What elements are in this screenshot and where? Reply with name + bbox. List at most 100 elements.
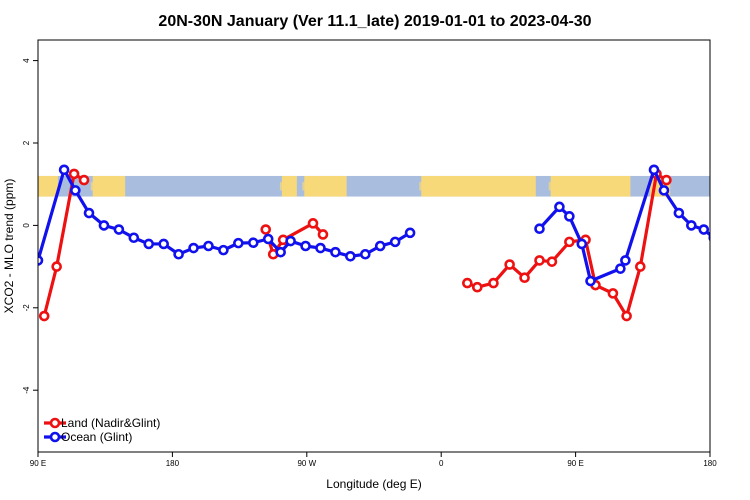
map-band-land (281, 175, 297, 197)
data-point (661, 174, 672, 186)
y-tick-label: -2 (22, 304, 31, 312)
data-point (233, 237, 244, 249)
data-point (275, 246, 286, 258)
data-point (188, 242, 199, 254)
data-point (673, 207, 685, 219)
data-point (648, 164, 660, 176)
data-point (70, 185, 81, 196)
data-point (534, 223, 545, 234)
data-point (554, 201, 565, 213)
data-point (98, 220, 110, 231)
x-tick-label: 90 E (30, 459, 46, 468)
data-point (389, 236, 401, 248)
x-axis-label: Longitude (deg E) (326, 477, 421, 491)
data-point (262, 233, 274, 245)
data-point (488, 277, 499, 289)
data-point (307, 218, 319, 229)
data-point (143, 238, 155, 250)
series-line (42, 172, 85, 317)
data-point (345, 250, 356, 262)
data-point (158, 238, 169, 250)
x-tick-label: 0 (439, 459, 444, 468)
legend-label: Ocean (Glint) (61, 430, 132, 444)
x-tick-label: 180 (166, 459, 180, 468)
data-point (78, 174, 90, 186)
data-point (585, 275, 596, 287)
data-point (38, 255, 44, 266)
data-point (698, 224, 710, 235)
data-point (471, 281, 483, 293)
y-tick-label: -4 (22, 386, 31, 394)
map-band-coast (302, 182, 307, 191)
y-tick-label: 0 (22, 223, 31, 228)
chart-title: 20N-30N January (Ver 11.1_late) 2019-01-… (158, 13, 591, 30)
map-band-coast (38, 182, 40, 191)
data-point (315, 242, 326, 254)
x-tick-label: 90 W (297, 459, 316, 468)
map-band-land (38, 175, 58, 197)
legend-item: Ocean (Glint) (44, 430, 132, 444)
map-band-land (92, 175, 126, 197)
data-point (260, 224, 272, 235)
legend-swatch-marker (49, 417, 61, 429)
data-point (504, 259, 515, 270)
data-point (404, 227, 416, 239)
data-point (534, 255, 545, 266)
map-band-land (550, 175, 631, 197)
data-point (173, 248, 184, 260)
data-point (330, 246, 341, 258)
legend-swatch-marker (49, 431, 61, 443)
data-point (113, 224, 125, 235)
data-point (736, 240, 744, 248)
data-point (564, 211, 575, 222)
map-band-ocean (38, 175, 710, 197)
data-point (708, 233, 710, 242)
data-point (300, 240, 311, 252)
y-axis: -4 -2 0 2 4 (22, 58, 38, 394)
data-point (359, 248, 371, 260)
data-point (564, 236, 575, 248)
map-band-land (304, 175, 347, 197)
legend: Land (Nadir&Glint)Ocean (Glint) (44, 416, 160, 444)
data-point (686, 220, 697, 231)
data-point (576, 238, 588, 250)
data-point (462, 277, 473, 289)
y-axis-label: XCO2 - MLO trend (ppm) (2, 179, 16, 314)
data-point (317, 229, 329, 240)
legend-item: Land (Nadir&Glint) (44, 416, 160, 430)
data-point (83, 207, 95, 219)
map-band-coast (548, 182, 553, 191)
data-point (546, 256, 558, 267)
legend-label: Land (Nadir&Glint) (61, 416, 160, 430)
x-tick-label: 180 (703, 459, 717, 468)
data-point (607, 288, 619, 299)
map-band-land (421, 175, 536, 197)
series-layer (38, 164, 744, 322)
data-point (203, 240, 214, 252)
data-point (247, 237, 259, 249)
data-point (285, 235, 296, 247)
data-point (658, 185, 670, 196)
plot-frame (37, 39, 711, 453)
data-point (58, 164, 70, 176)
map-band (38, 175, 710, 197)
data-point (38, 310, 50, 322)
data-point (128, 232, 140, 244)
series-ocean (38, 164, 744, 287)
data-point (51, 261, 62, 272)
y-tick-label: 2 (22, 140, 31, 145)
data-point (374, 240, 386, 252)
data-point (722, 240, 730, 248)
map-band-coast (279, 182, 284, 191)
y-tick-label: 4 (22, 58, 31, 63)
data-point (68, 168, 80, 180)
data-point (519, 272, 530, 284)
data-point (621, 310, 632, 322)
data-point (635, 261, 646, 272)
x-tick-label: 90 E (567, 459, 583, 468)
map-band-coast (419, 182, 424, 191)
map-band-coast (90, 182, 95, 191)
data-point (218, 244, 229, 256)
